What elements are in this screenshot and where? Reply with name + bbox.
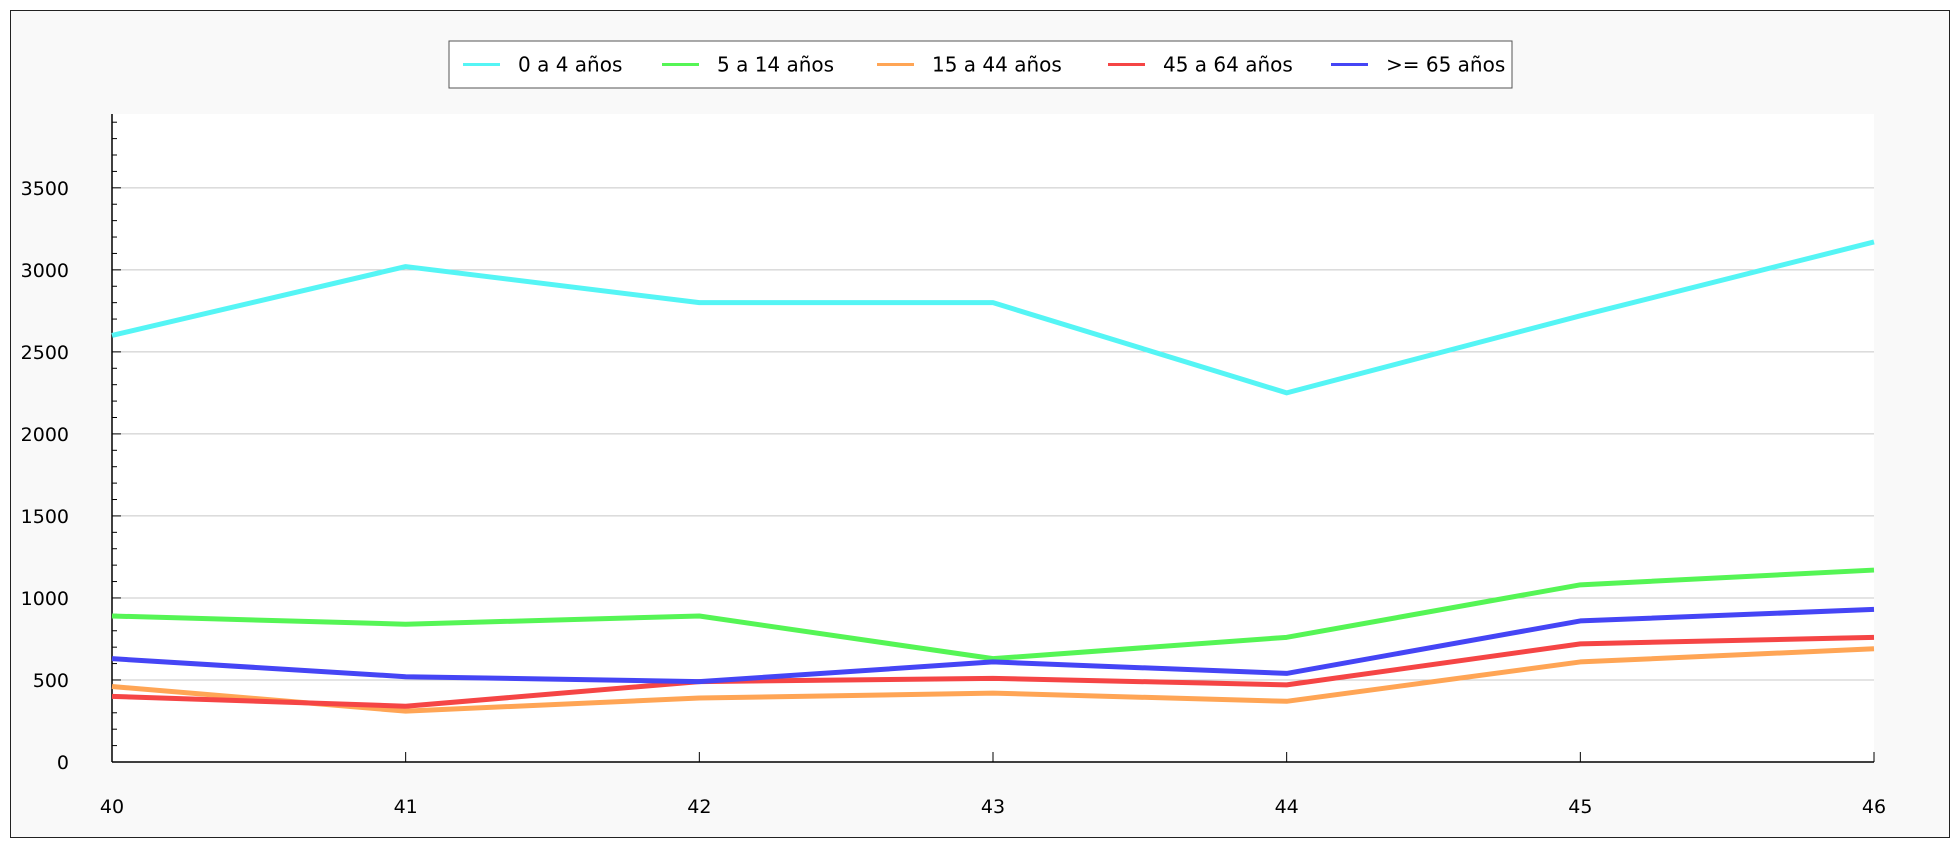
legend-label: 45 a 64 años — [1163, 53, 1293, 77]
x-tick-label: 45 — [1568, 796, 1592, 818]
y-tick-label: 2000 — [21, 424, 69, 446]
legend-label: >= 65 años — [1386, 53, 1505, 77]
y-tick-label: 1500 — [21, 506, 69, 528]
legend-label: 0 a 4 años — [518, 53, 622, 77]
x-tick-label: 44 — [1275, 796, 1299, 818]
plot-area — [112, 114, 1874, 762]
y-tick-label: 1000 — [21, 588, 69, 610]
y-tick-label: 3000 — [21, 260, 69, 282]
chart-frame: 40 41 42 43 44 45 46 0 500 1000 1500 2000 2500 3000 3… — [10, 10, 1950, 838]
x-tick-label: 40 — [100, 796, 124, 818]
y-tick-label: 3500 — [21, 178, 69, 200]
legend-label: 15 a 44 años — [932, 53, 1062, 77]
legend-label: 5 a 14 años — [717, 53, 834, 77]
x-tick-label: 43 — [981, 796, 1005, 818]
legend: 0 a 4 años 5 a 14 años 15 a 44 años 45 a 64… — [449, 41, 1512, 88]
y-tick-label: 0 — [57, 752, 69, 774]
x-tick-label: 41 — [394, 796, 418, 818]
x-tick-label: 42 — [687, 796, 711, 818]
line-chart: 40 41 42 43 44 45 46 0 500 1000 1500 2000 2500 3000 3… — [11, 11, 1949, 837]
y-tick-label: 500 — [33, 670, 69, 692]
y-axis-ticks: 0 500 1000 1500 2000 2500 3000 3500 — [21, 122, 121, 774]
y-tick-label: 2500 — [21, 342, 69, 364]
x-tick-label: 46 — [1862, 796, 1886, 818]
